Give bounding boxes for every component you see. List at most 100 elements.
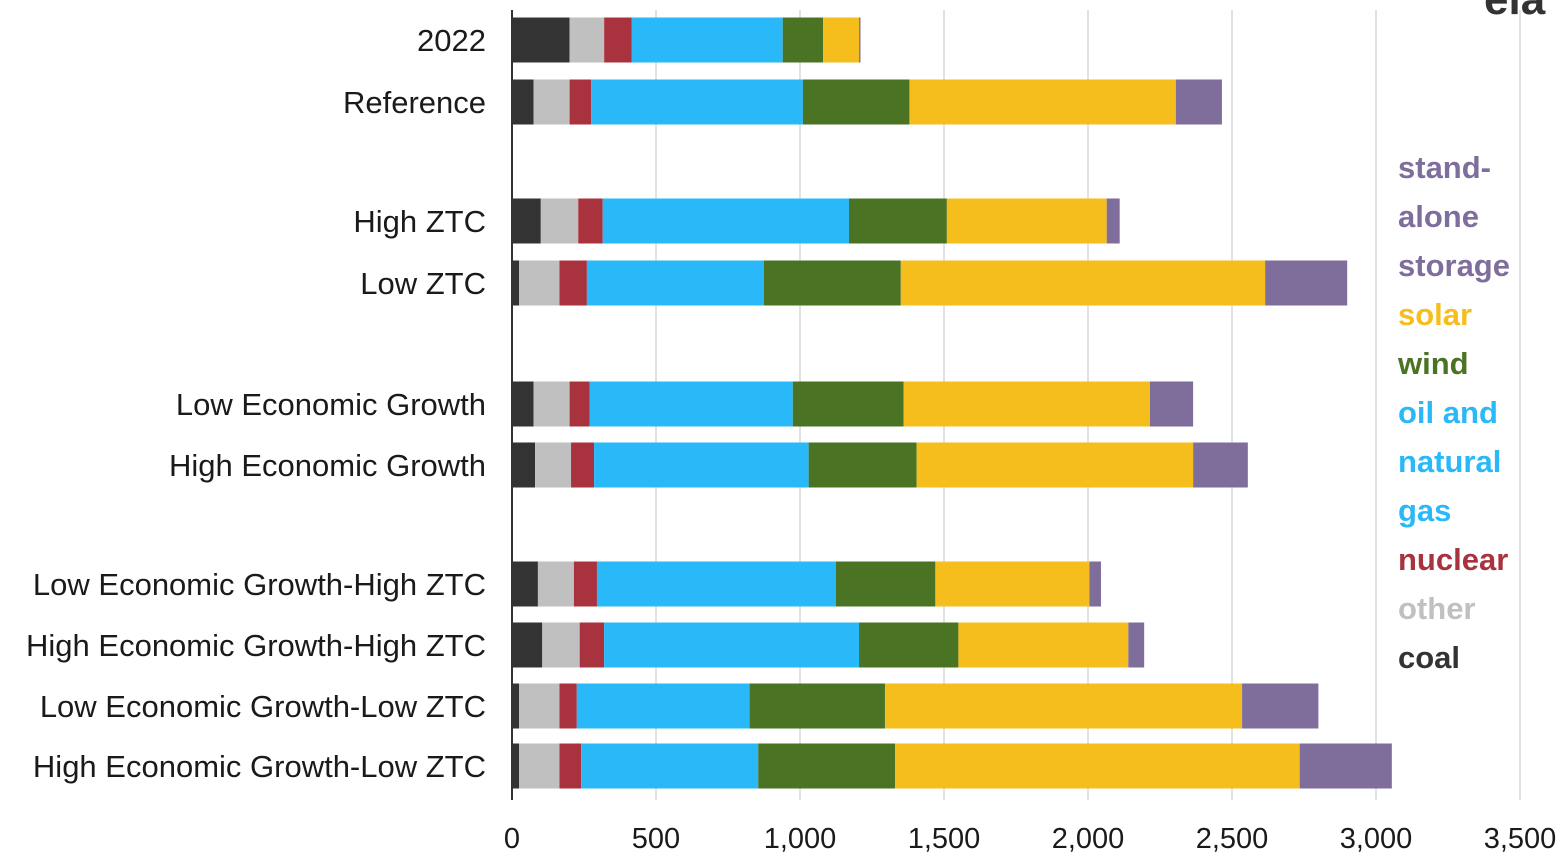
x-tick-label: 2,500 [1196,823,1269,855]
bar-segment-oil-and-natural-gas [604,622,860,668]
bar-segment-wind [792,381,904,427]
category-label: High Economic Growth-Low ZTC [33,749,486,784]
bar-segment-coal [512,381,534,427]
bar-segment-oil-and-natural-gas [581,743,759,789]
x-tick-label: 500 [632,823,680,855]
bar-segment-solar [946,198,1107,244]
bar-segment-coal [512,622,543,668]
bar-segment-coal [512,260,520,306]
legend: stand-alone storage solar wind oil and natura… [1397,150,1510,675]
bar-segment-wind [749,683,885,729]
category-label: Low Economic Growth-High ZTC [33,567,486,602]
bar-segment-stand-alone-storage [1089,561,1101,607]
x-tick-label: 1,000 [764,823,837,855]
bar-segment-oil-and-natural-gas [589,381,793,427]
legend-label: solar [1398,297,1472,332]
bar-segment-oil-and-natural-gas [591,79,803,125]
bar-segment-nuclear [569,79,592,125]
x-tick-label: 1,500 [908,823,981,855]
bar-segment-wind [802,79,910,125]
bar-segment-stand-alone-storage [859,17,861,63]
bar-segment-stand-alone-storage [1106,198,1120,244]
bar-segment-nuclear [573,561,597,607]
legend-label: stand- [1398,150,1491,185]
category-label: Low Economic Growth [176,387,486,422]
bar-segment-other [540,198,579,244]
x-tick-label: 2,000 [1052,823,1125,855]
bar-segment-solar [900,260,1266,306]
bar-segment-other [542,622,580,668]
bar-segment-solar [958,622,1129,668]
x-tick-label: 3,500 [1484,823,1557,855]
bar-segment-coal [512,198,541,244]
category-labels: 2022 Reference High ZTC Low ZTC Low Economic… [26,23,486,784]
bar-stacks [512,17,1392,789]
bar-segment-solar [909,79,1176,125]
bar-segment-other [569,17,605,63]
bar-segment-stand-alone-storage [1149,381,1194,427]
bar-segment-coal [512,79,534,125]
x-tick-label: 0 [504,823,520,855]
bar-segment-wind [859,622,959,668]
category-label: High Economic Growth [169,448,486,483]
legend-label: oil and [1398,395,1498,430]
bar-segment-nuclear [571,442,595,488]
legend-label: nuclear [1398,542,1508,577]
bar-segment-solar [823,17,860,63]
bar-segment-nuclear [559,260,587,306]
bar-segment-coal [512,683,520,729]
bar-segment-nuclear [578,198,603,244]
category-label: Low Economic Growth-Low ZTC [40,689,486,724]
legend-label: storage [1398,248,1510,283]
bar-segment-solar [903,381,1150,427]
category-label: Low ZTC [360,266,486,301]
bar-segment-coal [512,743,520,789]
bar-segment-oil-and-natural-gas [586,260,764,306]
bar-segment-stand-alone-storage [1299,743,1392,789]
bar-segment-solar [935,561,1090,607]
category-label: Reference [343,85,486,120]
bar-segment-wind [758,743,896,789]
x-tick-label: 3,000 [1340,823,1413,855]
bar-segment-stand-alone-storage [1193,442,1248,488]
bar-segment-other [537,561,574,607]
bar-segment-wind [848,198,947,244]
bar-segment-oil-and-natural-gas [576,683,750,729]
brand-logo: eia [1484,0,1546,24]
bar-segment-wind [836,561,936,607]
bar-segment-stand-alone-storage [1242,683,1319,729]
bar-segment-coal [512,17,570,63]
legend-label: alone [1398,199,1479,234]
bar-segment-nuclear [579,622,605,668]
bar-segment-wind [782,17,824,63]
bar-segment-oil-and-natural-gas [594,442,809,488]
bar-segment-nuclear [604,17,632,63]
bar-segment-other [533,381,570,427]
legend-label: gas [1398,493,1451,528]
bar-segment-solar [884,683,1243,729]
bar-segment-other [533,79,570,125]
legend-label: coal [1398,640,1460,675]
bar-segment-solar [895,743,1300,789]
bar-segment-other [519,683,560,729]
bar-segment-other [519,260,560,306]
bar-segment-oil-and-natural-gas [602,198,849,244]
bar-segment-oil-and-natural-gas [631,17,783,63]
bar-segment-solar [916,442,1194,488]
bar-segment-stand-alone-storage [1128,622,1145,668]
bar-segment-other [535,442,572,488]
category-label: 2022 [417,23,486,58]
bar-segment-coal [512,442,536,488]
x-tick-labels: 0 500 1,000 1,500 2,000 2,500 3,000 3,500 [504,823,1556,855]
legend-label: wind [1397,346,1469,381]
legend-label: natural [1398,444,1501,479]
category-label: High Economic Growth-High ZTC [26,628,486,663]
bar-segment-other [519,743,560,789]
category-label: High ZTC [353,204,486,239]
bar-segment-nuclear [569,381,590,427]
bar-segment-wind [764,260,901,306]
bar-segment-stand-alone-storage [1175,79,1222,125]
bar-segment-stand-alone-storage [1265,260,1348,306]
bar-segment-nuclear [559,743,582,789]
